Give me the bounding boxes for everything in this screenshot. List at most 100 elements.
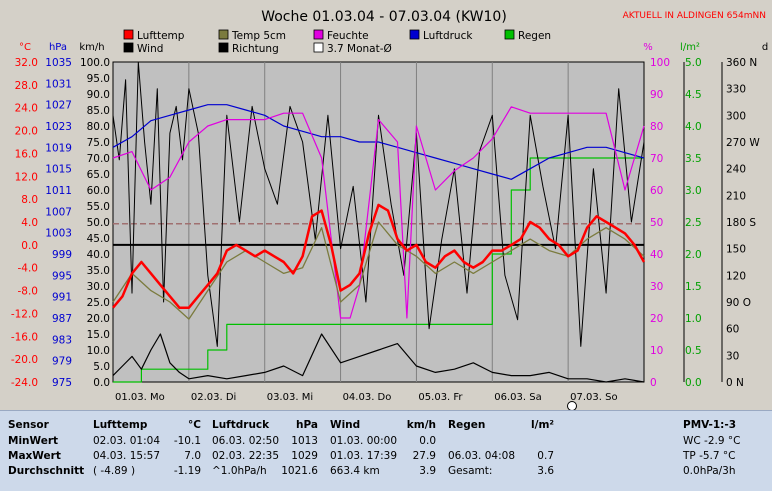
- pressure-tick-label: 1015: [45, 164, 72, 176]
- x-tick-label: 07.03. So: [570, 392, 617, 403]
- sensor-header: Sensor: [8, 419, 49, 431]
- wind-header: Wind: [330, 419, 361, 431]
- x-tick-label: 03.03. Mi: [267, 392, 313, 403]
- pmv-dewpoint: TP -5.7 °C: [683, 450, 736, 462]
- temp-tick-label: 12.0: [15, 171, 38, 183]
- x-tick-label: 02.03. Di: [191, 392, 236, 403]
- direction-tick-label: 180 S: [726, 217, 756, 229]
- wind-tick-label: 15.0: [87, 329, 110, 341]
- wind-tick-label: 90.0: [87, 89, 110, 101]
- direction-tick-label: 0 N: [726, 377, 744, 389]
- temp-axis-unit: °C: [19, 42, 31, 53]
- wind-axis-unit: km/h: [79, 42, 104, 53]
- regen-unit: l/m²: [531, 419, 554, 431]
- legend-swatch: [123, 29, 134, 40]
- rain-tick-label: 2.5: [685, 217, 702, 229]
- direction-tick-label: 330: [726, 84, 746, 96]
- legend-swatch: [218, 29, 229, 40]
- regen-total-value: 3.6: [537, 465, 554, 477]
- wind-tick-label: 100.0: [80, 57, 110, 69]
- x-tick-label: 01.03. Mo: [115, 392, 165, 403]
- direction-tick-label: 270 W: [726, 137, 760, 149]
- wind-tick-label: 70.0: [87, 153, 110, 165]
- row-label-max: MaxWert: [8, 450, 61, 462]
- legend-label: Feuchte: [327, 30, 369, 42]
- wind-tick-label: 50.0: [87, 217, 110, 229]
- wind-tick-label: 30.0: [87, 281, 110, 293]
- pressure-tick-label: 999: [52, 249, 72, 261]
- humidity-tick-label: 80: [650, 121, 663, 133]
- wind-max-time: 01.03. 17:39: [330, 450, 397, 462]
- humidity-axis-unit: %: [643, 42, 653, 53]
- pressure-tick-label: 987: [52, 313, 72, 325]
- humidity-tick-label: 90: [650, 89, 663, 101]
- temp-tick-label: -16.0: [11, 331, 38, 343]
- direction-tick-label: 60: [726, 324, 739, 336]
- humidity-tick-label: 100: [650, 57, 670, 69]
- rain-tick-label: 0.5: [685, 345, 702, 357]
- temp-tick-label: 32.0: [15, 57, 38, 69]
- series-line-wind: [112, 333, 645, 383]
- x-tick-label: 06.03. Sa: [494, 392, 541, 403]
- row-label-avg: Durchschnitt: [8, 465, 85, 477]
- temp-tick-label: 8.0: [21, 194, 38, 206]
- direction-tick-label: 30: [726, 350, 739, 362]
- temp-tick-label: 28.0: [15, 80, 38, 92]
- current-time-marker: [567, 401, 577, 411]
- direction-tick-label: 90 O: [726, 297, 751, 309]
- lufttemp-unit: °C: [188, 419, 201, 431]
- rain-tick-label: 3.0: [685, 185, 702, 197]
- series-line-regen: [113, 157, 644, 383]
- pmv-pressure-trend: 0.0hPa/3h: [683, 465, 736, 477]
- direction-tick-label: 360 N: [726, 57, 757, 69]
- lufttemp-min-time: 02.03. 01:04: [93, 435, 160, 447]
- luftdruck-max-value: 1029: [291, 450, 318, 462]
- rain-tick-label: 4.5: [685, 89, 702, 101]
- wind-tick-label: 20.0: [87, 313, 110, 325]
- temp-tick-label: -8.0: [18, 286, 39, 298]
- lufttemp-header: Lufttemp: [93, 419, 148, 431]
- legend-swatch: [313, 29, 324, 40]
- rain-tick-label: 1.5: [685, 281, 702, 293]
- lufttemp-avg-value: -1.19: [173, 465, 201, 477]
- luftdruck-unit: hPa: [296, 419, 318, 431]
- temp-tick-label: 24.0: [15, 103, 38, 115]
- legend-label: Luftdruck: [423, 30, 473, 42]
- pressure-tick-label: 1007: [45, 206, 72, 218]
- humidity-tick-label: 40: [650, 249, 663, 261]
- luftdruck-min-value: 1013: [291, 435, 318, 447]
- direction-tick-label: 210: [726, 190, 746, 202]
- pressure-tick-label: 979: [52, 356, 72, 368]
- luftdruck-min-time: 06.03. 02:50: [212, 435, 279, 447]
- wind-distance: 663.4 km: [330, 465, 380, 477]
- temp-tick-label: -20.0: [11, 354, 38, 366]
- legend-label: Richtung: [232, 43, 279, 55]
- rain-tick-label: 0.0: [685, 377, 702, 389]
- wind-tick-label: 0.0: [93, 377, 110, 389]
- temp-tick-label: 4.0: [21, 217, 38, 229]
- rain-tick-label: 1.0: [685, 313, 702, 325]
- wind-column: Wind km/h 01.03. 00:00 0.0 01.03. 17:39 27.…: [330, 419, 436, 480]
- lufttemp-max-value: 7.0: [184, 450, 201, 462]
- x-tick-label: 04.03. Do: [343, 392, 392, 403]
- pressure-tick-label: 983: [52, 334, 72, 346]
- temp-tick-label: -24.0: [11, 377, 38, 389]
- chart-title: Woche 01.03.04 - 07.03.04 (KW10): [261, 9, 507, 25]
- lufttemp-avg-note: ( -4.89 ): [93, 465, 136, 477]
- pressure-tick-label: 1003: [45, 228, 72, 240]
- wind-min-value: 0.0: [419, 435, 436, 447]
- direction-tick-label: 240: [726, 164, 746, 176]
- pressure-tick-label: 1019: [45, 142, 72, 154]
- rain-tick-label: 2.0: [685, 249, 702, 261]
- wind-tick-label: 80.0: [87, 121, 110, 133]
- temp-tick-label: -12.0: [11, 308, 38, 320]
- wind-tick-label: 45.0: [87, 233, 110, 245]
- humidity-tick-label: 50: [650, 217, 663, 229]
- pressure-tick-label: 1027: [45, 100, 72, 112]
- wind-tick-label: 5.0: [93, 361, 110, 373]
- humidity-tick-label: 10: [650, 345, 663, 357]
- legend-swatch: [218, 42, 229, 53]
- wind-tick-label: 65.0: [87, 169, 110, 181]
- luftdruck-column: Luftdruck hPa 06.03. 02:50 1013 02.03. 22:…: [212, 419, 318, 480]
- humidity-tick-label: 20: [650, 313, 663, 325]
